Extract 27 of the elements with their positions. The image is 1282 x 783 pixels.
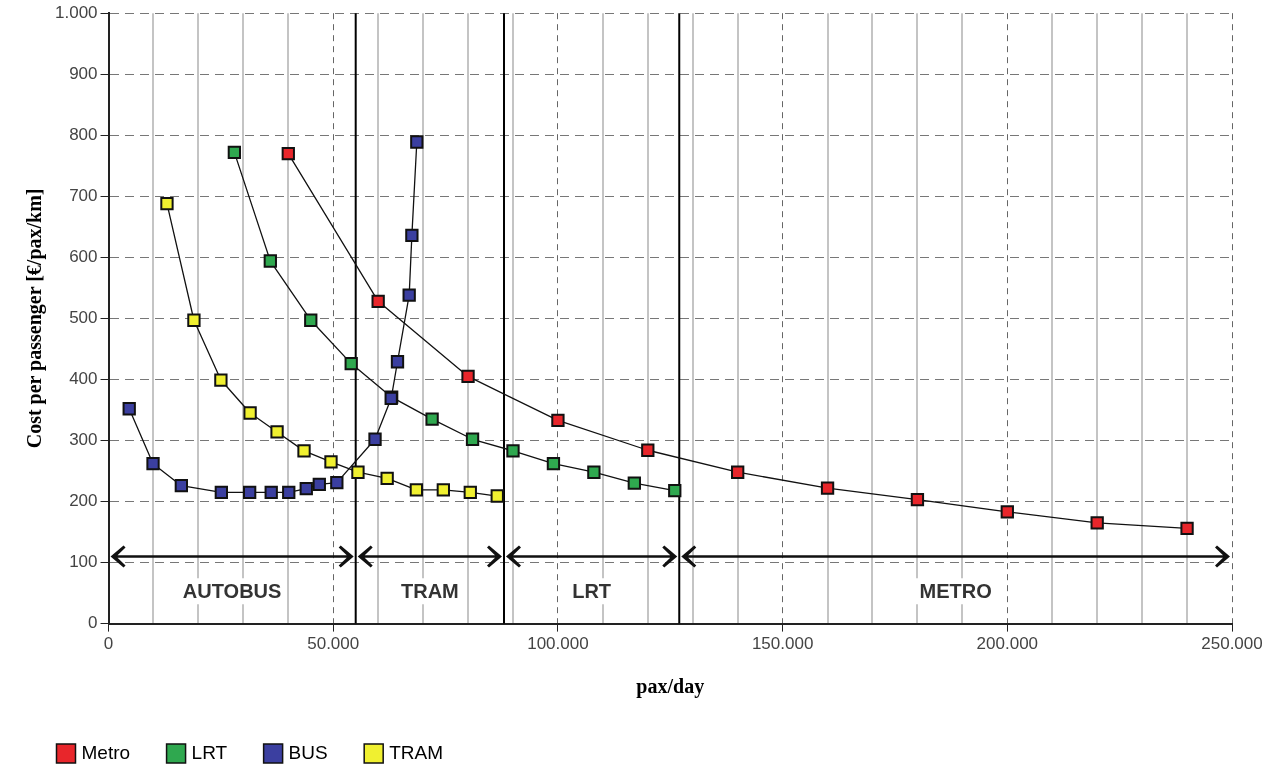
legend-label: BUS: [288, 741, 328, 763]
x-axis-title: pax/day: [636, 675, 705, 699]
x-tick-label: 250.000: [1201, 634, 1263, 654]
legend-label: Metro: [81, 741, 131, 763]
x-tick-label: 100.000: [527, 634, 589, 654]
annotation: AUTOBUS: [182, 579, 282, 602]
annotation: LRT: [572, 579, 612, 602]
y-tick-label: 1.000: [54, 2, 98, 22]
y-tick-label: 700: [69, 186, 98, 206]
y-tick-label: 100: [69, 552, 98, 572]
x-tick-label: 50.000: [307, 634, 360, 654]
x-tick-label: 150.000: [751, 634, 814, 654]
y-tick-label: 400: [69, 369, 98, 389]
y-tick-label: 500: [69, 308, 98, 328]
y-tick-label: 800: [69, 124, 98, 144]
y-tick-label: 200: [69, 491, 98, 511]
annotation: TRAM: [400, 579, 459, 602]
y-tick-label: 600: [69, 247, 98, 267]
x-tick-label: 200.000: [976, 634, 1039, 654]
x-tick-label: 0: [103, 634, 114, 654]
legend-label: TRAM: [389, 741, 444, 763]
legend-label: LRT: [191, 741, 228, 763]
y-tick-label: 0: [88, 613, 98, 633]
annotation: METRO: [919, 579, 992, 602]
y-tick-label: 900: [69, 63, 98, 83]
y-axis-title: Cost per passenger [€/pax/km]: [23, 188, 47, 449]
y-tick-label: 300: [69, 430, 98, 450]
